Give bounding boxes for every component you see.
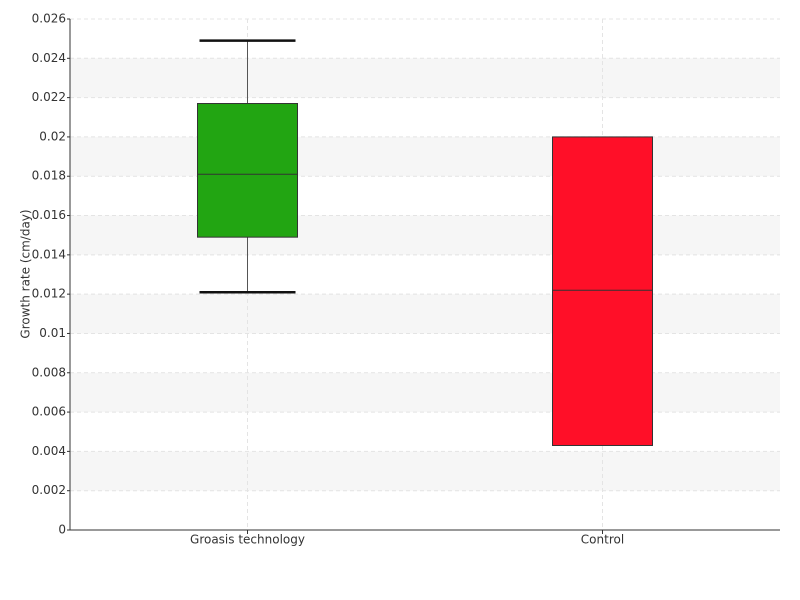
y-tick-label: 0.022: [32, 90, 66, 104]
y-tick-label: 0.014: [32, 247, 66, 261]
grid-band: [70, 215, 780, 255]
box: [197, 103, 298, 238]
x-tick-label: Groasis technology: [190, 533, 305, 547]
grid-band: [70, 294, 780, 334]
y-tick-label: 0.006: [32, 405, 66, 419]
y-tick-label: 0.008: [32, 365, 66, 379]
y-tick-label: 0.026: [32, 12, 66, 26]
y-tick-label: 0.01: [39, 326, 66, 340]
x-tick-label: Control: [581, 533, 624, 547]
grid-band: [70, 372, 780, 413]
y-tick-label: 0.016: [32, 208, 66, 222]
y-tick-label: 0.012: [32, 287, 66, 301]
y-tick-label: 0: [58, 523, 66, 537]
box: [552, 136, 653, 446]
y-axis-label: Growth rate (cm/day): [19, 209, 33, 338]
grid-band: [70, 136, 780, 177]
y-tick-label: 0.018: [32, 169, 66, 183]
y-tick-label: 0.004: [32, 444, 66, 458]
grid-band: [70, 451, 780, 491]
y-tick-label: 0.024: [32, 51, 66, 65]
y-tick-label: 0.002: [32, 483, 66, 497]
y-tick-label: 0.02: [39, 129, 66, 143]
grid-band: [70, 58, 780, 98]
